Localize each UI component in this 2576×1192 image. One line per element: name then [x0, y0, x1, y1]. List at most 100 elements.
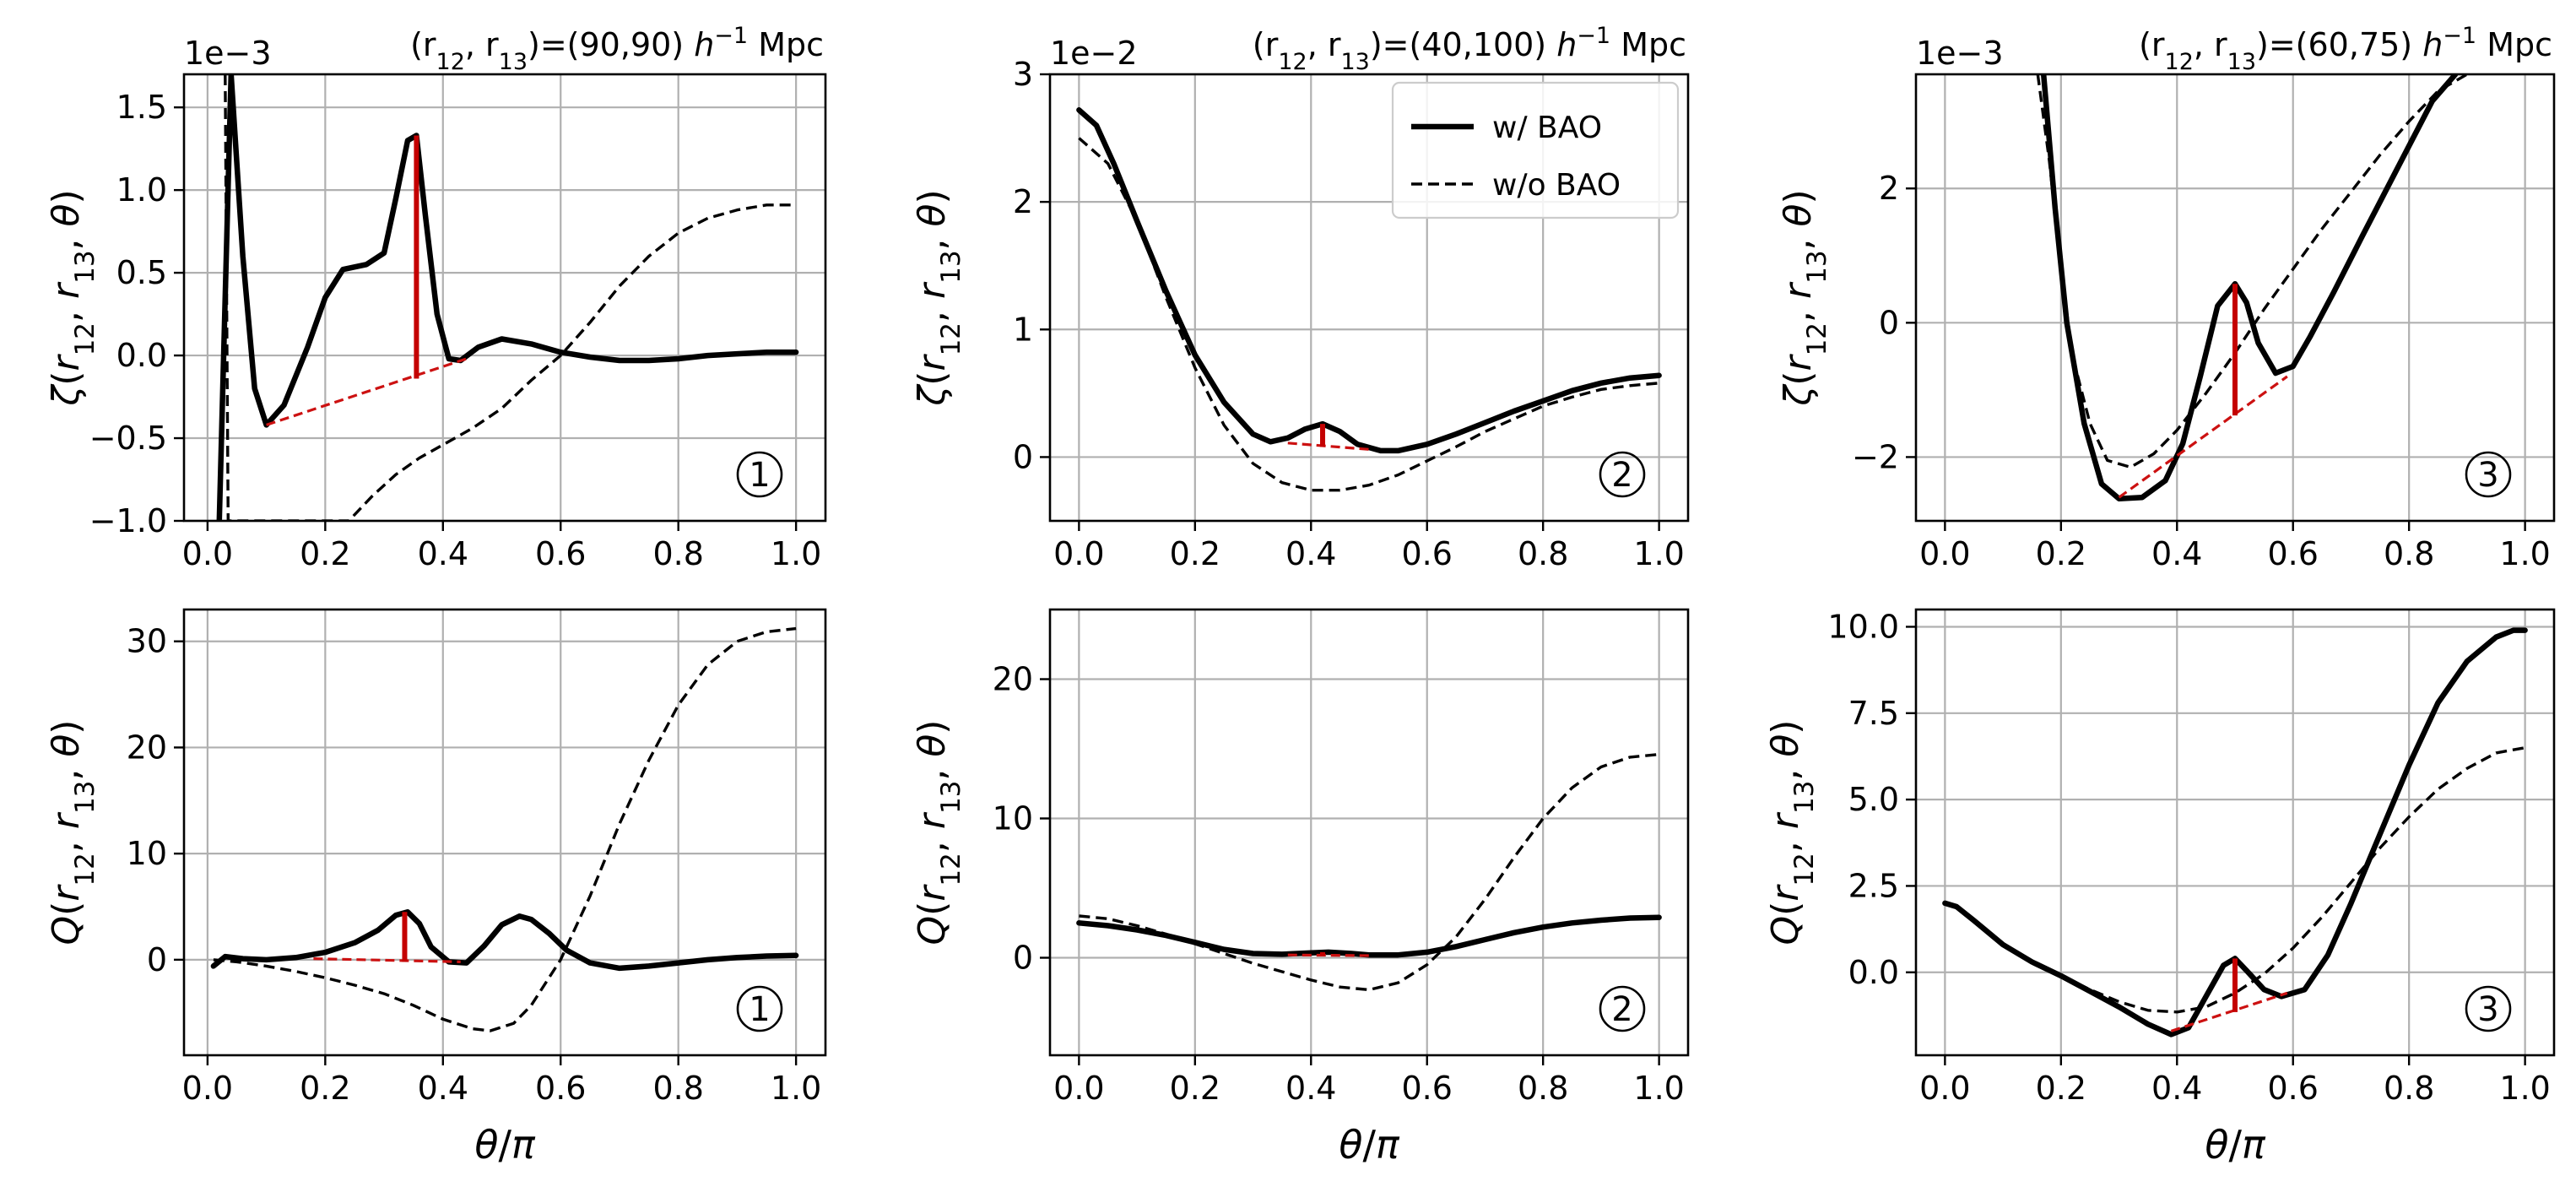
series-line-without-bao	[1079, 752, 1659, 992]
x-tick-label: 0.2	[2036, 1070, 2086, 1107]
y-tick-label: 5.0	[1848, 781, 1899, 818]
x-tick-label: 1.0	[1633, 535, 1684, 572]
panel-marker-circle	[1599, 985, 1646, 1032]
panel-4: 0.0 0.2 0.4 0.6 0.8 1.0 0 10 20 30 Q(r12, r13, θ) θ…	[45, 608, 827, 1168]
panel-marker-number: 1	[749, 990, 770, 1029]
x-tick-label: 0.2	[1170, 1070, 1220, 1107]
series-line-with-bao	[1076, 914, 1662, 958]
grid	[1050, 610, 1688, 1055]
bao-baseline	[2170, 991, 2288, 1032]
x-tick-label: 0.4	[2151, 1070, 2202, 1107]
sci-offset-label: 1e−2	[1050, 35, 1138, 72]
axes-frame	[182, 608, 827, 1057]
y-tick-label: 20	[993, 661, 1033, 698]
x-axis-label: θ/π	[474, 1122, 536, 1168]
legend-label: w/o BAO	[1492, 168, 1621, 203]
axes-frame	[1914, 73, 2556, 523]
y-tick-label: 10.0	[1827, 608, 1899, 645]
series-line-with-bao	[216, 74, 799, 521]
y-axis-label: ζ(r12, r13, θ)	[911, 189, 966, 406]
y-tick-label: 7.5	[1848, 695, 1899, 732]
plot-area	[2036, 74, 2468, 501]
y-tick-label: −2	[1852, 438, 1899, 475]
plot-area	[1942, 627, 2528, 1038]
plot-area	[1076, 107, 1662, 492]
axes-frame	[1914, 608, 2556, 1057]
panel-3: 0.0 0.2 0.4 0.6 0.8 1.0 −2 0 2 1e−3 (r12, r13)=(60…	[1777, 23, 2556, 572]
x-tick-label: 0.6	[1402, 1070, 1453, 1107]
panel-marker-circle	[1599, 451, 1646, 498]
panel-marker-number: 2	[1611, 990, 1632, 1029]
y-tick-label: 0.5	[116, 254, 167, 291]
x-tick-label: 0.8	[652, 1070, 703, 1107]
x-tick-label: 0.0	[1053, 535, 1104, 572]
series-line-without-bao	[2031, 746, 2525, 1014]
y-tick-label: 1.5	[116, 89, 167, 126]
panel-title: (r12, r13)=(40,100) h−1 Mpc	[1253, 23, 1686, 75]
x-tick-label: 0.8	[2384, 535, 2434, 572]
bao-baseline	[313, 957, 461, 963]
plot-area	[1076, 752, 1662, 992]
panel-marker-circle	[736, 985, 783, 1032]
panel-marker-circle	[2465, 451, 2512, 498]
series-line-with-bao	[1076, 107, 1662, 454]
legend: w/ BAO w/o BAO	[1391, 81, 1680, 219]
x-tick-label: 1.0	[2499, 535, 2550, 572]
panel-marker-circle	[2465, 985, 2512, 1032]
y-tick-label: 20	[127, 729, 167, 766]
y-axis-label: ζ(r12, r13, θ)	[45, 189, 100, 406]
y-tick-label: 10	[993, 800, 1033, 837]
grid	[184, 610, 825, 1055]
y-tick-label: 2.5	[1848, 867, 1899, 904]
panel-marker-number: 3	[2477, 456, 2498, 495]
y-tick-label: 30	[127, 623, 167, 660]
y-tick-label: 10	[127, 835, 167, 872]
x-tick-label: 0.4	[1285, 1070, 1336, 1107]
plot-area	[210, 626, 799, 1032]
panel-6: 0.0 0.2 0.4 0.6 0.8 1.0 0.0 2.5 5.0 7.5 10.0 Q(r12,…	[1764, 608, 2556, 1168]
y-tick-label: 0	[1879, 304, 1899, 341]
y-tick-label: 2	[1013, 183, 1033, 220]
y-axis-label: Q(r12, r13, θ)	[1764, 720, 1820, 945]
x-tick-label: 0.6	[535, 1070, 586, 1107]
x-tick-label: 0.2	[1170, 535, 1220, 572]
x-axis-label: θ/π	[2205, 1122, 2266, 1168]
x-tick-label: 0.0	[1053, 1070, 1104, 1107]
y-tick-label: 1	[1013, 311, 1033, 348]
x-tick-label: 0.0	[1919, 1070, 1970, 1107]
series-line-without-bao	[2036, 74, 2468, 469]
x-tick-label: 0.0	[182, 1070, 233, 1107]
x-tick-label: 0.8	[1518, 535, 1568, 572]
x-tick-label: 0.4	[418, 1070, 468, 1107]
sci-offset-label: 1e−3	[184, 35, 272, 72]
x-tick-label: 0.4	[1285, 535, 1336, 572]
y-tick-label: 1.0	[116, 171, 167, 209]
x-tick-label: 0.6	[535, 535, 586, 572]
panel-marker-circle	[736, 451, 783, 498]
y-tick-label: 3	[1013, 56, 1033, 93]
x-tick-label: 0.0	[182, 535, 233, 572]
x-tick-label: 0.0	[1919, 535, 1970, 572]
x-tick-label: 0.6	[2268, 535, 2319, 572]
plot-area	[216, 74, 799, 521]
axes-frame	[1048, 73, 1690, 523]
grid	[184, 74, 825, 523]
x-tick-label: 0.4	[418, 535, 468, 572]
legend-label: w/ BAO	[1492, 111, 1602, 145]
grid	[1916, 610, 2554, 1055]
axes-frame	[1048, 608, 1690, 1057]
bao-baseline	[2118, 375, 2288, 499]
x-tick-label: 1.0	[771, 1070, 821, 1107]
y-tick-label: 0.0	[116, 337, 167, 374]
panel-title: (r12, r13)=(90,90) h−1 Mpc	[410, 23, 824, 75]
bao-baseline	[266, 357, 468, 426]
x-tick-label: 1.0	[2499, 1070, 2550, 1107]
x-tick-label: 0.6	[1402, 535, 1453, 572]
x-axis-label: θ/π	[1339, 1122, 1400, 1168]
y-tick-label: 2	[1879, 170, 1899, 207]
sci-offset-label: 1e−3	[1916, 35, 2004, 72]
y-tick-label: −0.5	[89, 420, 167, 457]
y-tick-label: 0.0	[1848, 954, 1899, 991]
